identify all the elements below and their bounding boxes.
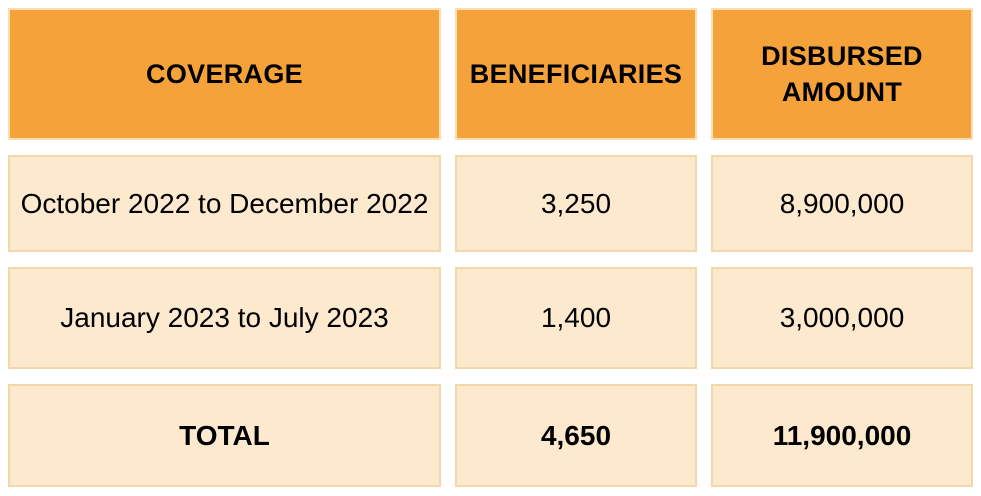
coverage-table: COVERAGE BENEFICIARIES DISBURSED AMOUNT … [8, 8, 973, 487]
header-disbursed-amount: DISBURSED AMOUNT [711, 8, 973, 140]
header-coverage: COVERAGE [8, 8, 441, 140]
table-row-2-beneficiaries: 1,400 [455, 267, 697, 369]
total-row-beneficiaries: 4,650 [455, 384, 697, 487]
table-row-1-beneficiaries: 3,250 [455, 155, 697, 252]
table-row-2-coverage: January 2023 to July 2023 [8, 267, 441, 369]
table-row-1-disbursed-amount: 8,900,000 [711, 155, 973, 252]
header-beneficiaries: BENEFICIARIES [455, 8, 697, 140]
table-row-1-coverage: October 2022 to December 2022 [8, 155, 441, 252]
total-row-disbursed-amount: 11,900,000 [711, 384, 973, 487]
table-row-2-disbursed-amount: 3,000,000 [711, 267, 973, 369]
total-row-label: TOTAL [8, 384, 441, 487]
